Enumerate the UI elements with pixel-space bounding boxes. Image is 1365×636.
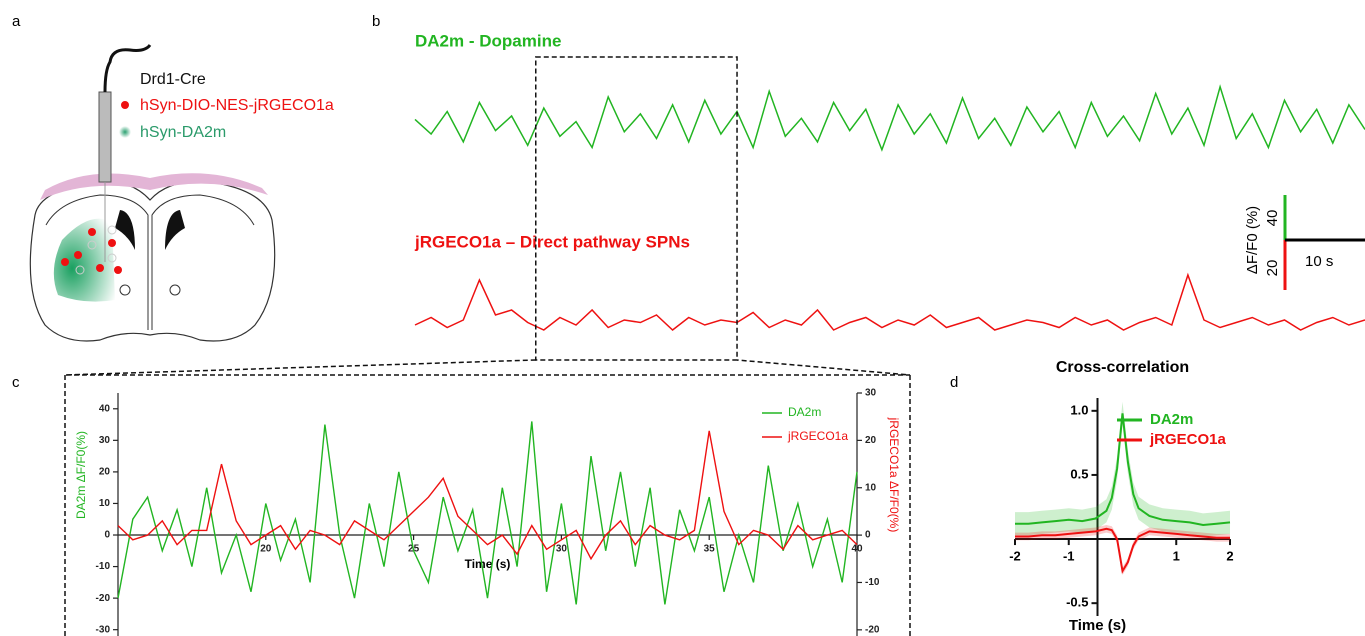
y-tick-label: 1.0 <box>1070 402 1088 417</box>
diagram-label: Drd1-Cre <box>140 71 206 88</box>
legend-label: DA2m <box>1150 411 1193 428</box>
y2-tick-label: 30 <box>865 388 877 399</box>
legend-label: jRGECO1a <box>787 429 848 443</box>
y2-tick-label: 20 <box>865 435 877 446</box>
trace-label: jRGECO1a – Direct pathway SPNs <box>414 232 690 251</box>
x-tick-label: 30 <box>556 544 568 555</box>
panel-label: b <box>372 13 380 30</box>
y2-tick-label: -10 <box>865 577 880 588</box>
trace <box>414 84 1365 152</box>
y-tick-label: 10 <box>99 498 111 509</box>
y2-tick-label: -20 <box>865 624 880 635</box>
trace <box>414 272 1365 331</box>
scale-label: ΔF/F0 (%) <box>1244 206 1261 274</box>
diagram-label: hSyn-DIO-NES-jRGECO1a <box>140 97 334 114</box>
diagram-label: hSyn-DA2m <box>140 124 226 141</box>
y-tick-label: -0.5 <box>1066 595 1088 610</box>
panel-label: c <box>12 374 20 391</box>
y2-axis-label: jRGECO1a ΔF/F0(%) <box>887 417 901 533</box>
legend-label: DA2m <box>788 405 821 419</box>
y-tick-label: 40 <box>99 403 111 414</box>
x-tick-label: 1 <box>1173 548 1180 563</box>
scale-label: 10 s <box>1305 253 1333 270</box>
zoom-lines <box>64 359 911 636</box>
trace-label: DA2m - Dopamine <box>415 31 561 50</box>
x-tick-label: -2 <box>1009 548 1021 563</box>
y-tick-label: 0 <box>104 530 110 541</box>
y-axis-label: DA2m ΔF/F0(%) <box>74 431 88 519</box>
zoom-box <box>535 56 738 361</box>
trace <box>1015 413 1231 527</box>
y-tick-label: 0.5 <box>1070 466 1088 481</box>
x-tick-label: 35 <box>704 544 716 555</box>
error-band <box>1015 525 1230 575</box>
y-tick-label: -20 <box>96 593 111 604</box>
chart-title: Cross-correlation <box>1056 359 1189 376</box>
legend-label: jRGECO1a <box>1149 431 1227 448</box>
brain-diagram <box>29 44 276 342</box>
x-tick-label: 40 <box>851 544 863 555</box>
y-tick-label: 20 <box>99 467 111 478</box>
trace <box>117 421 858 605</box>
y-tick-label: -30 <box>96 624 111 635</box>
y-tick-label: -10 <box>96 561 111 572</box>
x-tick-label: 20 <box>260 544 272 555</box>
trace <box>1015 527 1230 574</box>
x-tick-label: -1 <box>1063 548 1075 563</box>
panel-label: a <box>12 13 21 30</box>
x-axis-label: Time (s) <box>465 557 511 571</box>
scale-label: 40 <box>1264 210 1281 227</box>
panel-label: d <box>950 374 958 391</box>
y2-tick-label: 10 <box>865 482 877 493</box>
y-tick-label: 30 <box>99 435 111 446</box>
scale-label: 20 <box>1264 260 1281 277</box>
x-axis-label: Time (s) <box>1069 617 1126 634</box>
y2-tick-label: 0 <box>865 530 871 541</box>
x-tick-label: 2 <box>1226 548 1233 563</box>
trace <box>117 430 858 561</box>
